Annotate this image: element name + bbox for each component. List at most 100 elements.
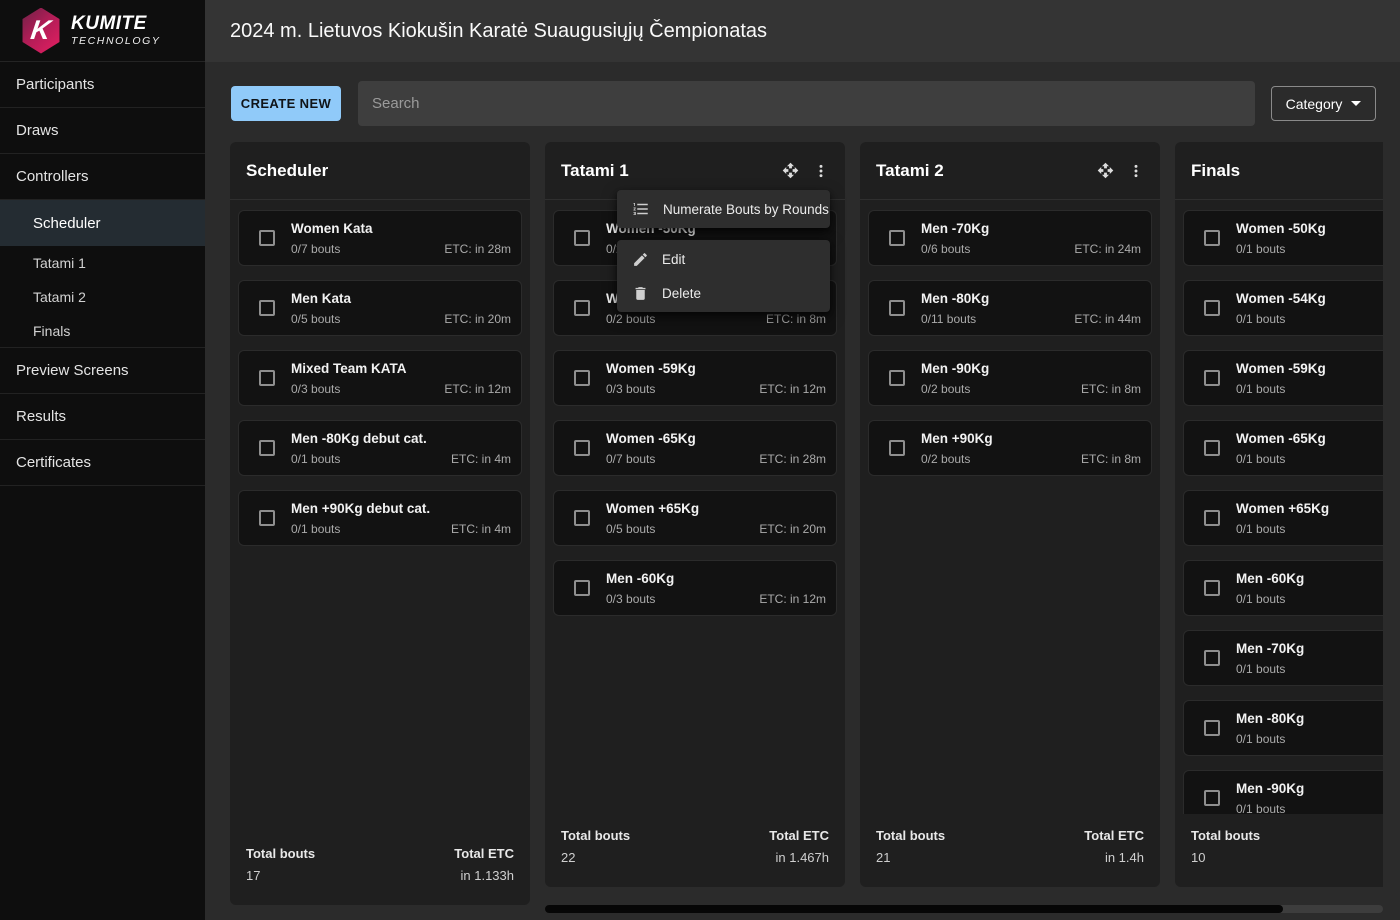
category-checkbox[interactable] [574,370,590,386]
category-checkbox[interactable] [1204,510,1220,526]
sidebar-item-scheduler[interactable]: Scheduler [0,200,205,246]
category-bouts-count: 0/6 bouts [921,241,971,256]
category-bouts-count: 0/1 bouts [1236,731,1286,746]
column-menu-kebab-icon[interactable] [813,163,829,179]
category-card[interactable]: Men -80Kg 0/1 bouts [1183,700,1383,756]
category-checkbox[interactable] [1204,790,1220,806]
sidebar-item-tatami-2[interactable]: Tatami 2 [33,289,86,305]
sidebar-item-results[interactable]: Results [0,394,205,440]
column-title: Scheduler [246,160,329,180]
move-column-icon[interactable] [1097,162,1114,179]
page-title: 2024 m. Lietuvos Kiokušin Karatė Suaugus… [230,20,767,42]
category-bouts-count: 0/1 bouts [1236,661,1286,676]
horizontal-scrollbar-thumb[interactable] [545,905,1283,913]
total-etc-value: in 1.4h [1104,850,1144,865]
category-card[interactable]: Men +90Kg debut cat. 0/1 bouts ETC: in 4… [238,490,522,546]
sidebar-item-participants[interactable]: Participants [0,62,205,108]
category-card[interactable]: Men -90Kg 0/2 bouts ETC: in 8m [868,350,1152,406]
category-checkbox[interactable] [574,440,590,456]
category-checkbox[interactable] [259,300,275,316]
total-bouts-value: 21 [876,850,891,865]
category-card[interactable]: Women -65Kg 0/1 bouts [1183,420,1383,476]
category-title: Men -60Kg [606,570,675,586]
category-card[interactable]: Men -80Kg 0/11 bouts ETC: in 44m [868,280,1152,336]
category-card[interactable]: Men Kata 0/5 bouts ETC: in 20m [238,280,522,336]
category-card[interactable]: Men -70Kg 0/6 bouts ETC: in 24m [868,210,1152,266]
category-checkbox[interactable] [1204,440,1220,456]
category-etc: ETC: in 12m [444,381,511,396]
category-card[interactable]: Women -65Kg 0/7 bouts ETC: in 28m [553,420,837,476]
category-card[interactable]: Women -59Kg 0/3 bouts ETC: in 12m [553,350,837,406]
category-checkbox[interactable] [259,230,275,246]
category-checkbox[interactable] [574,510,590,526]
category-etc: ETC: in 24m [1074,241,1141,256]
column-title: Tatami 1 [561,160,629,180]
column-tatami-2: Tatami 2 Men -70Kg 0/6 bouts ETC: in 24m… [860,142,1160,887]
category-bouts-count: 0/7 bouts [291,241,341,256]
category-card[interactable]: Women -54Kg 0/1 bouts [1183,280,1383,336]
category-checkbox[interactable] [889,300,905,316]
category-etc: ETC: in 4m [450,521,511,536]
category-checkbox[interactable] [1204,370,1220,386]
category-bouts-count: 0/1 bouts [1236,591,1286,606]
column-finals: Finals Women -50Kg 0/1 bouts Women -54Kg… [1175,142,1383,887]
create-new-button[interactable]: CREATE NEW [231,86,341,121]
category-etc: ETC: in 12m [759,381,826,396]
sidebar-item-finals[interactable]: Finals [0,314,205,348]
category-checkbox[interactable] [259,440,275,456]
category-checkbox[interactable] [574,580,590,596]
category-bouts-count: 0/3 bouts [291,381,341,396]
category-checkbox[interactable] [889,230,905,246]
column-menu-kebab-icon[interactable] [1128,163,1144,179]
category-card[interactable]: Women +65Kg 0/1 bouts [1183,490,1383,546]
category-bouts-count: 0/1 bouts [1236,521,1286,536]
sidebar-item-draws[interactable]: Draws [0,108,205,154]
sidebar-item-tatami-1[interactable]: Tatami 1 [33,255,86,271]
category-checkbox[interactable] [574,300,590,316]
menu-item-edit[interactable]: Edit [617,242,830,276]
category-checkbox[interactable] [1204,300,1220,316]
category-bouts-count: 0/1 bouts [1236,801,1286,815]
category-card[interactable]: Women -50Kg 0/1 bouts [1183,210,1383,266]
category-checkbox[interactable] [1204,230,1220,246]
category-etc: ETC: in 28m [444,241,511,256]
total-etc-value: in 1.133h [460,868,515,883]
sidebar-item-certificates[interactable]: Certificates [0,440,205,486]
category-card[interactable]: Men -60Kg 0/1 bouts [1183,560,1383,616]
category-card[interactable]: Men -80Kg debut cat. 0/1 bouts ETC: in 4… [238,420,522,476]
category-checkbox[interactable] [1204,720,1220,736]
category-title: Women -54Kg [1236,290,1326,306]
category-card[interactable]: Women +65Kg 0/5 bouts ETC: in 20m [553,490,837,546]
menu-item-numerate-bouts[interactable]: Numerate Bouts by Rounds [617,190,830,228]
category-title: Women +65Kg [606,500,700,516]
brand-subtitle: TECHNOLOGY [71,35,161,48]
category-title: Women -59Kg [606,360,696,376]
column-header: Scheduler [230,142,530,200]
category-card[interactable]: Men -70Kg 0/1 bouts [1183,630,1383,686]
horizontal-scrollbar-track[interactable] [545,905,1383,913]
menu-item-delete[interactable]: Delete [617,276,830,310]
category-title: Men Kata [291,290,352,306]
category-card[interactable]: Women Kata 0/7 bouts ETC: in 28m [238,210,522,266]
column-title: Tatami 2 [876,160,944,180]
category-checkbox[interactable] [574,230,590,246]
total-bouts-label: Total bouts [876,828,946,843]
category-card[interactable]: Mixed Team KATA 0/3 bouts ETC: in 12m [238,350,522,406]
category-title: Women -59Kg [1236,360,1326,376]
sidebar-item-preview-screens[interactable]: Preview Screens [0,348,205,394]
category-card[interactable]: Men -90Kg 0/1 bouts [1183,770,1383,814]
logo-letter: K [29,15,53,45]
search-input[interactable] [358,81,1255,126]
category-checkbox[interactable] [259,510,275,526]
sidebar-item-controllers[interactable]: Controllers [0,154,205,200]
category-card[interactable]: Men -60Kg 0/3 bouts ETC: in 12m [553,560,837,616]
category-checkbox[interactable] [889,370,905,386]
category-card[interactable]: Women -59Kg 0/1 bouts [1183,350,1383,406]
move-column-icon[interactable] [782,162,799,179]
category-checkbox[interactable] [259,370,275,386]
category-checkbox[interactable] [1204,650,1220,666]
category-checkbox[interactable] [1204,580,1220,596]
category-dropdown[interactable]: Category [1271,86,1376,121]
category-checkbox[interactable] [889,440,905,456]
category-card[interactable]: Men +90Kg 0/2 bouts ETC: in 8m [868,420,1152,476]
